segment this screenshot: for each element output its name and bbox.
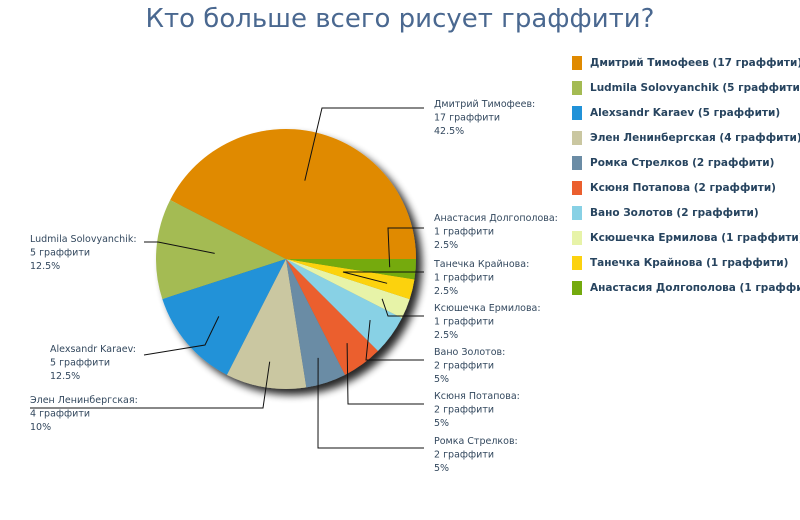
legend-label: Танечка Крайнова (1 граффити): [590, 256, 789, 269]
callout-name-1: Дмитрий Тимофеев:: [434, 99, 535, 110]
callout-leader-6: [346, 343, 424, 405]
callout-percent-7: 5%: [434, 374, 449, 385]
pie-slice-1: [170, 129, 416, 259]
callout-value-10: 1 граффити: [434, 227, 494, 238]
legend-item-6: Ксюня Потапова (2 граффити): [572, 175, 800, 200]
legend-swatch: [572, 80, 582, 95]
callout-value-7: 2 граффити: [434, 361, 494, 372]
legend-label: Анастасия Долгополова (1 граффити): [590, 281, 800, 294]
legend-swatch: [572, 205, 582, 220]
callout-leader-10: [387, 227, 424, 268]
callout-name-5: Ромка Стрелков:: [434, 436, 518, 447]
callout-leader-9: [342, 271, 424, 284]
legend-item-3: Alexsandr Karaev (5 граффити): [572, 100, 800, 125]
legend-item-10: Анастасия Долгополова (1 граффити): [572, 275, 800, 300]
callout-percent-6: 5%: [434, 418, 449, 429]
callout-percent-2: 12.5%: [30, 261, 60, 272]
pie-slice-10: [286, 259, 416, 280]
pie-slice-4: [226, 259, 307, 390]
legend-swatch: [572, 105, 582, 120]
legend-item-2: Ludmila Solovyanchik (5 граффити): [572, 75, 800, 100]
callout-value-6: 2 граффити: [434, 405, 494, 416]
callout-value-4: 4 граффити: [30, 409, 90, 420]
pie-slice-7: [286, 259, 402, 351]
callout-percent-3: 12.5%: [50, 371, 80, 382]
legend-item-5: Ромка Стрелков (2 граффити): [572, 150, 800, 175]
callout-leader-8: [381, 298, 424, 317]
legend-label: Ксюня Потапова (2 граффити): [590, 181, 776, 194]
legend-swatch: [572, 280, 582, 295]
legend-label: Дмитрий Тимофеев (17 граффити): [590, 56, 800, 69]
callout-name-9: Танечка Крайнова:: [433, 259, 529, 270]
callout-name-8: Ксюшечка Ермилова:: [434, 303, 541, 314]
pie-chart: Дмитрий Тимофеев: 17 граффити 42.5% Ludmila…: [30, 99, 558, 474]
callout-leader-2: [144, 241, 215, 254]
callout-percent-10: 2.5%: [434, 240, 458, 251]
callout-value-5: 2 граффити: [434, 450, 494, 461]
legend-item-1: Дмитрий Тимофеев (17 граффити): [572, 50, 800, 75]
pie-slice-3: [162, 259, 286, 375]
callout-name-10: Анастасия Долгополова:: [434, 213, 558, 224]
legend-item-8: Ксюшечка Ермилова (1 граффити): [572, 225, 800, 250]
callout-percent-5: 5%: [434, 463, 449, 474]
callout-leader-7: [365, 320, 424, 361]
callout-percent-9: 2.5%: [434, 286, 458, 297]
legend-swatch: [572, 155, 582, 170]
callout-leader-1: [304, 107, 424, 181]
callout-leader-3: [143, 316, 220, 356]
pie-slice-2: [155, 199, 286, 300]
callout-name-6: Ксюня Потапова:: [434, 391, 520, 402]
pie-slice-9: [286, 259, 415, 300]
pie-slice-5: [286, 259, 346, 388]
legend-swatch: [572, 230, 582, 245]
callout-value-3: 5 граффити: [50, 358, 110, 369]
callout-name-3: Alexsandr Karaev:: [50, 344, 136, 355]
legend-swatch: [572, 130, 582, 145]
callout-value-2: 5 граффити: [30, 248, 90, 259]
legend-swatch: [572, 255, 582, 270]
chart-title: Кто больше всего рисует граффити?: [145, 4, 655, 34]
callout-leader-5: [317, 357, 424, 449]
legend: Дмитрий Тимофеев (17 граффити) Ludmila So…: [572, 50, 800, 300]
callout-percent-8: 2.5%: [434, 330, 458, 341]
legend-label: Alexsandr Karaev (5 граффити): [590, 106, 781, 119]
legend-item-7: Вано Золотов (2 граффити): [572, 200, 800, 225]
legend-swatch: [572, 180, 582, 195]
callout-value-8: 1 граффити: [434, 317, 494, 328]
callout-percent-1: 42.5%: [434, 126, 464, 137]
callout-leader-4: [30, 361, 271, 409]
callout-value-1: 17 граффити: [434, 113, 500, 124]
callout-name-4: Элен Ленинбергская:: [30, 395, 138, 406]
pie-slices: [155, 129, 416, 390]
legend-item-9: Танечка Крайнова (1 граффити): [572, 250, 800, 275]
pie-slice-6: [286, 259, 378, 375]
legend-item-4: Элен Ленинбергская (4 граффити): [572, 125, 800, 150]
callout-name-7: Вано Золотов:: [434, 347, 505, 358]
legend-label: Вано Золотов (2 граффити): [590, 206, 759, 219]
legend-label: Ludmila Solovyanchik (5 граффити): [590, 81, 800, 94]
legend-label: Ксюшечка Ермилова (1 граффити): [590, 231, 800, 244]
legend-label: Элен Ленинбергская (4 граффити): [590, 131, 800, 144]
legend-swatch: [572, 55, 582, 70]
callout-percent-4: 10%: [30, 422, 51, 433]
callout-name-2: Ludmila Solovyanchik:: [30, 234, 137, 245]
pie-callouts: Дмитрий Тимофеев: 17 граффити 42.5% Ludmila…: [30, 99, 558, 474]
callout-value-9: 1 граффити: [434, 273, 494, 284]
legend-label: Ромка Стрелков (2 граффити): [590, 156, 775, 169]
pie-slice-8: [286, 259, 410, 319]
